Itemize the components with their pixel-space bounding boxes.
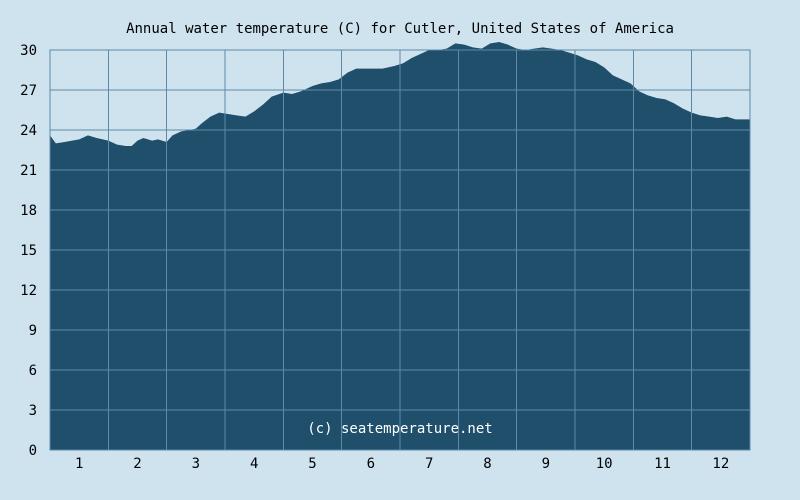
- y-tick-label: 6: [29, 363, 37, 379]
- plot-frame: [49, 49, 751, 451]
- x-tick-label: 12: [712, 456, 729, 472]
- y-tick-label: 27: [20, 83, 37, 99]
- y-axis: 0 3 6 9 12 15 18 21 24 27 30: [20, 43, 37, 459]
- x-tick-label: 7: [425, 456, 433, 472]
- x-tick-label: 4: [250, 456, 258, 472]
- y-tick-label: 3: [29, 403, 37, 419]
- x-tick-label: 11: [654, 456, 671, 472]
- y-tick-label: 30: [20, 43, 37, 59]
- grid-lines: [50, 50, 750, 450]
- x-axis: 1 2 3 4 5 6 7 8 9 10 11 12: [75, 456, 729, 472]
- x-tick-label: 5: [308, 456, 316, 472]
- plot-area: [49, 42, 751, 451]
- chart-title: Annual water temperature (C) for Cutler,…: [126, 21, 674, 37]
- x-tick-label: 10: [596, 456, 613, 472]
- y-tick-label: 15: [20, 243, 37, 259]
- x-tick-label: 6: [367, 456, 375, 472]
- x-tick-label: 1: [75, 456, 83, 472]
- x-tick-label: 3: [192, 456, 200, 472]
- x-tick-label: 9: [542, 456, 550, 472]
- y-tick-label: 24: [20, 123, 37, 139]
- y-tick-label: 21: [20, 163, 37, 179]
- x-tick-label: 8: [483, 456, 491, 472]
- y-tick-label: 0: [29, 443, 37, 459]
- y-tick-label: 9: [29, 323, 37, 339]
- x-tick-label: 2: [133, 456, 141, 472]
- watermark: (c) seatemperature.net: [307, 421, 492, 437]
- y-tick-label: 12: [20, 283, 37, 299]
- y-tick-label: 18: [20, 203, 37, 219]
